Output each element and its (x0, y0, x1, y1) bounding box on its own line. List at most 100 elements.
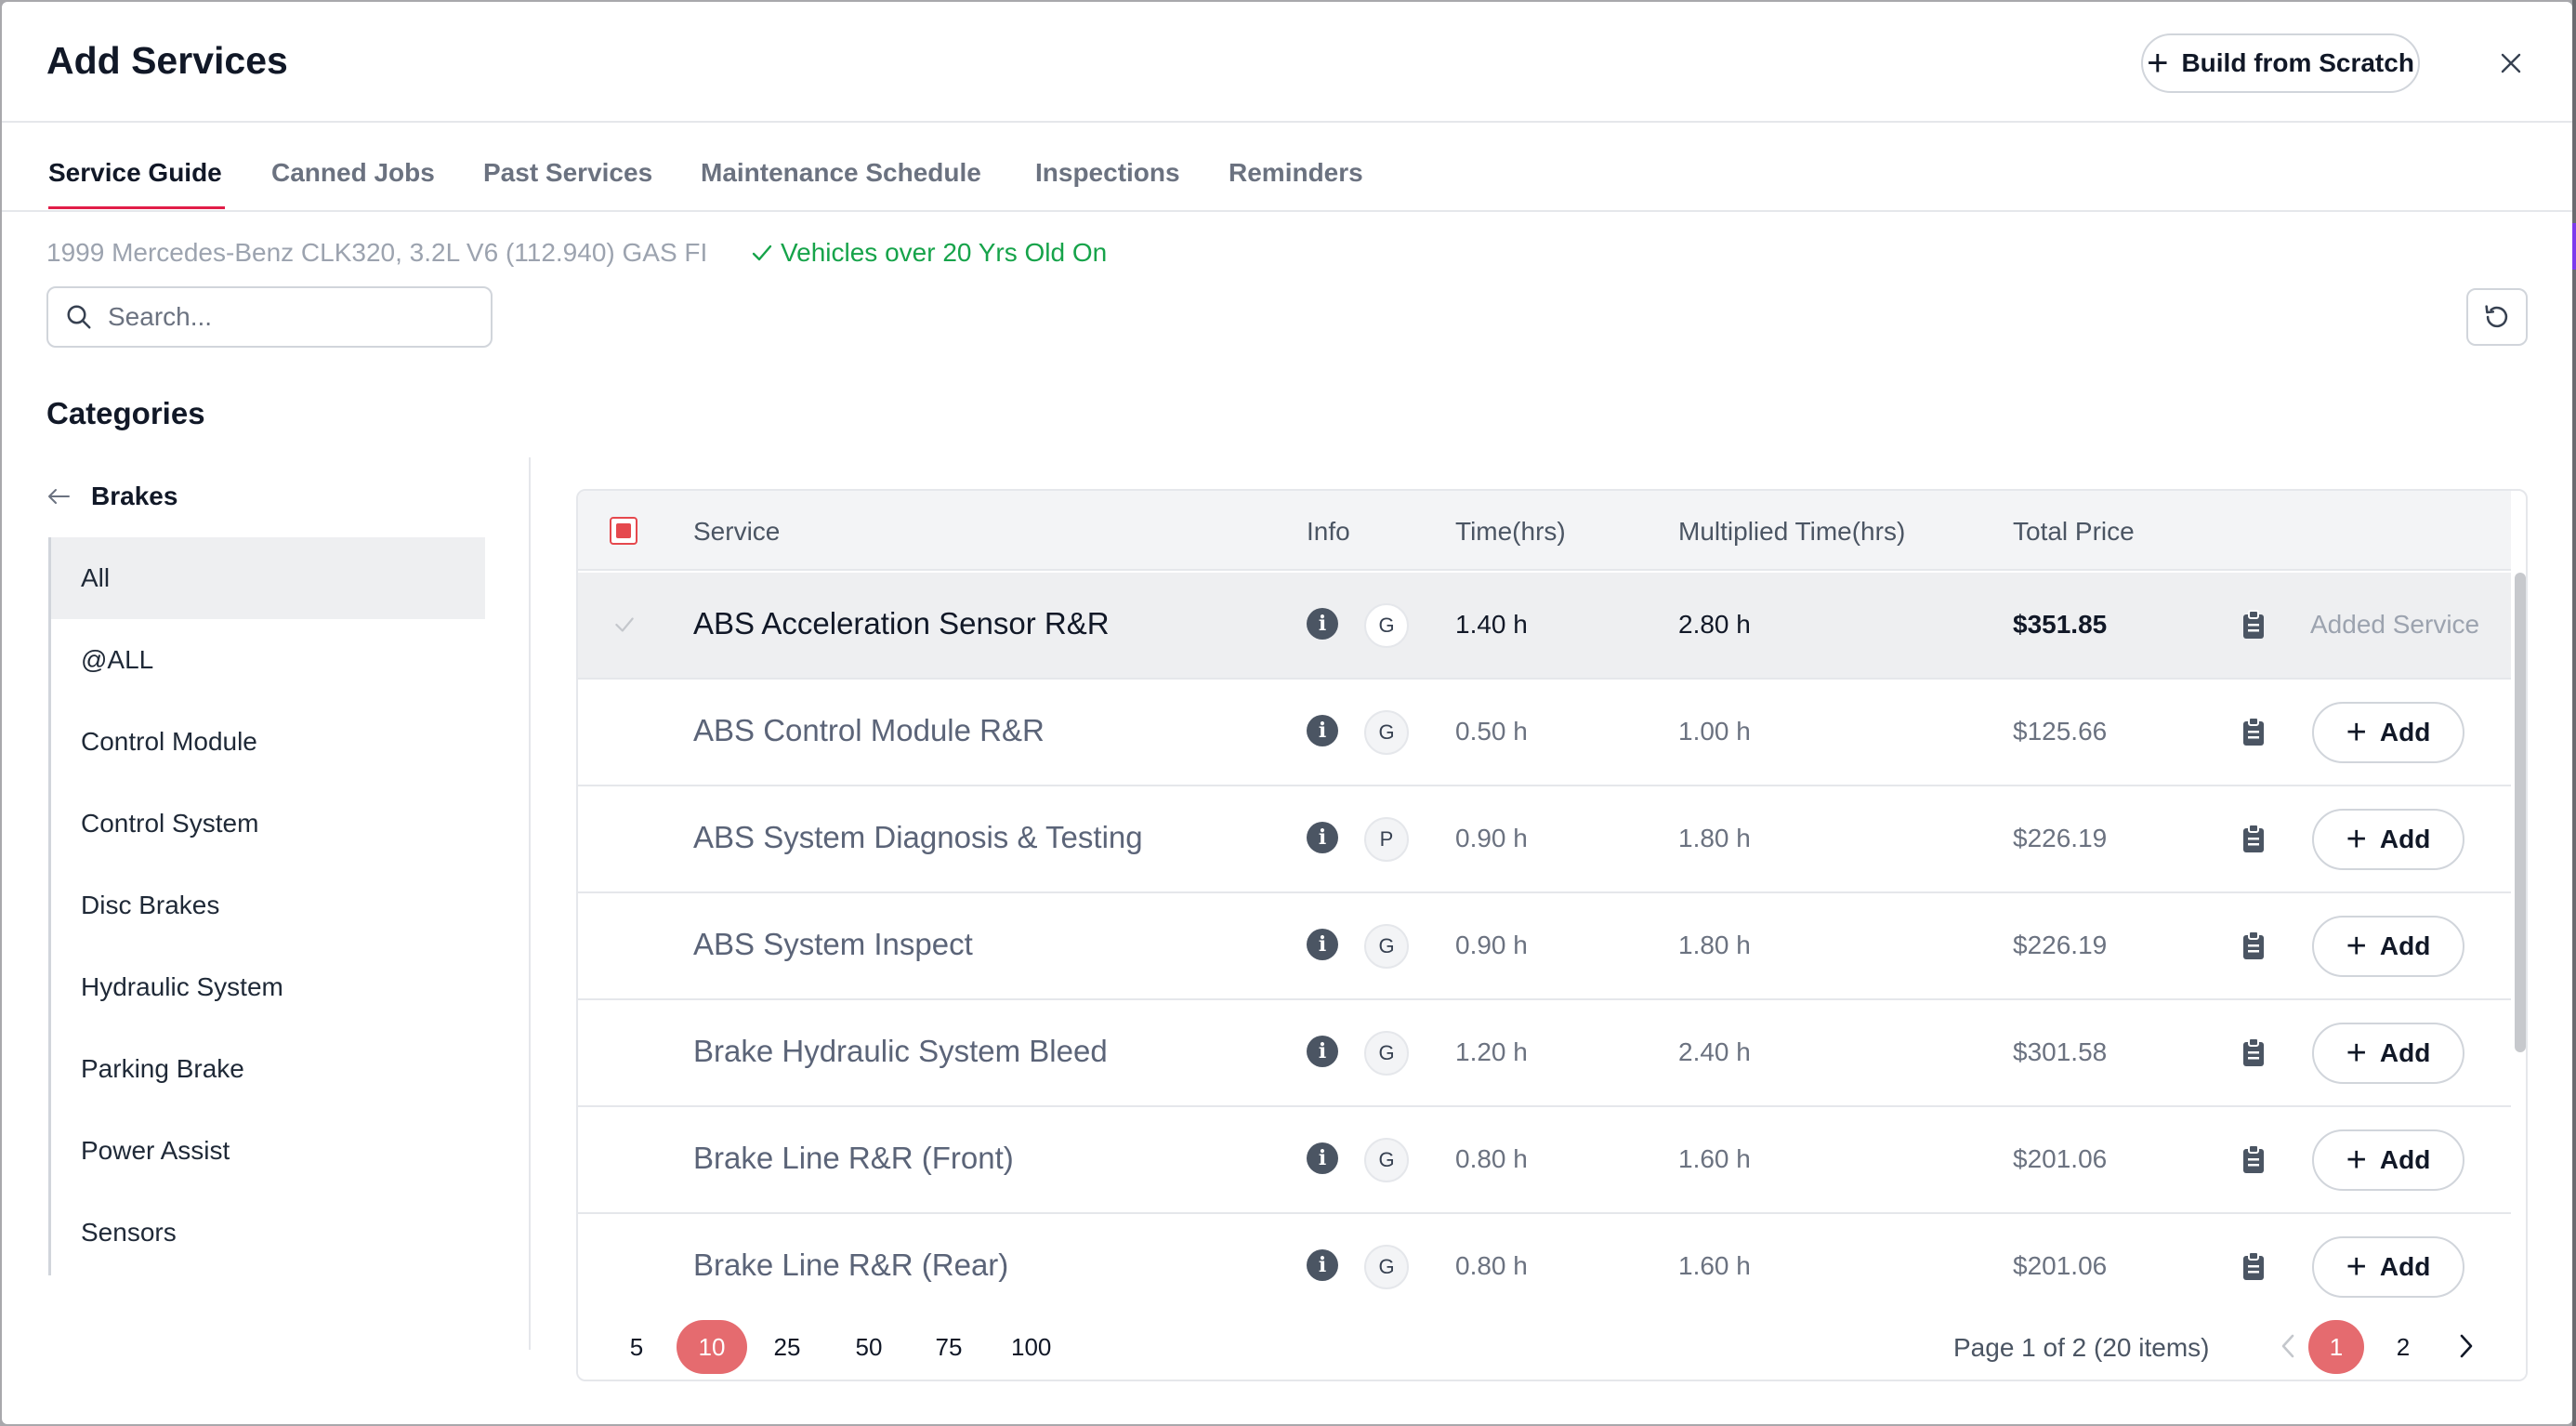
service-name: Brake Line R&R (Front) (693, 1141, 1014, 1175)
category-item-hydraulic-system[interactable]: Hydraulic System (81, 972, 283, 1001)
page-size-option[interactable]: 25 (773, 1332, 801, 1361)
service-price: $226.19 (2013, 931, 2108, 959)
reset-icon (2485, 305, 2508, 328)
build-from-scratch-button[interactable]: + Build from Scratch (2141, 33, 2420, 93)
plus-icon: + (2346, 820, 2367, 859)
service-type-badge: G (1364, 924, 1409, 969)
page-button-current[interactable]: 1 (2308, 1320, 2364, 1374)
add-label: Add (2379, 825, 2431, 853)
tab-canned-jobs[interactable]: Canned Jobs (271, 158, 435, 187)
category-item-control-module[interactable]: Control Module (81, 727, 257, 756)
reset-button[interactable] (2466, 288, 2528, 346)
category-item-control-system[interactable]: Control System (81, 809, 259, 838)
service-time: 1.20 h (1455, 1037, 1528, 1066)
service-time: 0.50 h (1455, 717, 1528, 746)
close-button[interactable] (2489, 41, 2533, 86)
service-time: 0.90 h (1455, 931, 1528, 959)
row-checkbox[interactable] (611, 612, 637, 638)
plus-icon: + (2346, 713, 2367, 752)
tab-bar: Service Guide Canned Jobs Past Services … (2, 125, 2572, 212)
service-price: $201.06 (2013, 1144, 2108, 1173)
check-icon (752, 244, 772, 261)
next-page-button[interactable] (2446, 1326, 2487, 1367)
clipboard-icon[interactable] (2241, 824, 2266, 853)
service-multiplied-time: 1.80 h (1678, 931, 1751, 959)
page-button[interactable]: 2 (2396, 1332, 2411, 1361)
prev-page-button[interactable] (2267, 1326, 2308, 1367)
add-label: Add (2379, 931, 2431, 960)
add-service-button[interactable]: + Add (2312, 1023, 2464, 1084)
clipboard-icon[interactable] (2241, 1144, 2266, 1174)
table-row: ABS System Inspect i G 0.90 h 1.80 h $22… (578, 893, 2511, 1000)
column-multiplied-time: Multiplied Time(hrs) (1678, 517, 1906, 546)
info-icon[interactable]: i (1307, 608, 1338, 640)
categories-heading: Categories (46, 396, 205, 430)
service-multiplied-time: 2.80 h (1678, 610, 1751, 639)
service-multiplied-time: 1.80 h (1678, 824, 1751, 852)
table-row: ABS Acceleration Sensor R&R i G 1.40 h 2… (578, 573, 2511, 680)
service-multiplied-time: 1.00 h (1678, 717, 1751, 746)
search-input[interactable] (108, 302, 480, 332)
tab-maintenance-schedule[interactable]: Maintenance Schedule (701, 158, 981, 187)
add-service-button[interactable]: + Add (2312, 702, 2464, 763)
clipboard-icon[interactable] (2241, 717, 2266, 746)
service-type-badge: G (1364, 1031, 1409, 1076)
tab-past-services[interactable]: Past Services (483, 158, 653, 187)
add-service-button[interactable]: + Add (2312, 1129, 2464, 1191)
info-icon[interactable]: i (1307, 1249, 1338, 1281)
info-icon[interactable]: i (1307, 929, 1338, 960)
category-back-button[interactable]: Brakes (46, 482, 177, 511)
table-row: Brake Hydraulic System Bleed i G 1.20 h … (578, 1000, 2511, 1107)
page-size-option[interactable]: 50 (855, 1332, 883, 1361)
category-item-disc-brakes[interactable]: Disc Brakes (81, 891, 220, 919)
search-box (46, 286, 493, 348)
info-icon[interactable]: i (1307, 822, 1338, 853)
table-scrollbar-thumb[interactable] (2515, 573, 2526, 1052)
vehicle-description: 1999 Mercedes-Benz CLK320, 3.2L V6 (112.… (46, 238, 708, 267)
add-service-button[interactable]: + Add (2312, 809, 2464, 870)
clipboard-icon[interactable] (2241, 1037, 2266, 1067)
clipboard-icon[interactable] (2241, 931, 2266, 960)
clipboard-icon[interactable] (2241, 610, 2266, 640)
build-from-scratch-label: Build from Scratch (2181, 48, 2414, 77)
category-item-at-all[interactable]: @ALL (81, 645, 154, 674)
arrow-left-icon (48, 489, 70, 504)
add-label: Add (2379, 718, 2431, 746)
search-icon (67, 305, 91, 329)
clipboard-icon[interactable] (2241, 1251, 2266, 1281)
select-all-checkbox[interactable] (610, 517, 637, 545)
category-item-parking-brake[interactable]: Parking Brake (81, 1054, 244, 1083)
tab-inspections[interactable]: Inspections (1035, 158, 1180, 187)
tab-service-guide[interactable]: Service Guide (48, 158, 222, 187)
service-type-badge: G (1364, 603, 1409, 648)
tab-reminders[interactable]: Reminders (1229, 158, 1363, 187)
service-name: ABS Acceleration Sensor R&R (693, 606, 1110, 640)
category-item-all[interactable]: All (51, 537, 485, 619)
service-time: 0.80 h (1455, 1144, 1528, 1173)
info-icon[interactable]: i (1307, 715, 1338, 746)
page-size-option[interactable]: 75 (935, 1332, 963, 1361)
table-row: ABS System Diagnosis & Testing i P 0.90 … (578, 786, 2511, 893)
info-icon[interactable]: i (1307, 1142, 1338, 1174)
current-category: Brakes (91, 482, 178, 510)
service-type-badge: G (1364, 710, 1409, 755)
table-row: ABS Control Module R&R i G 0.50 h 1.00 h… (578, 680, 2511, 786)
category-item-sensors[interactable]: Sensors (81, 1218, 177, 1247)
vehicle-age-note: Vehicles over 20 Yrs Old On (751, 238, 1107, 268)
category-item-power-assist[interactable]: Power Assist (81, 1136, 230, 1165)
service-multiplied-time: 1.60 h (1678, 1251, 1751, 1280)
page-size-option[interactable]: 100 (1011, 1332, 1052, 1361)
page-size-option[interactable]: 5 (629, 1332, 644, 1361)
chevron-left-icon (2281, 1334, 2294, 1358)
plus-icon: + (2346, 1141, 2367, 1180)
added-service-label: Added Service (2310, 610, 2480, 639)
service-multiplied-time: 1.60 h (1678, 1144, 1751, 1173)
page-size-option-selected[interactable]: 10 (677, 1320, 747, 1374)
service-time: 0.80 h (1455, 1251, 1528, 1280)
add-service-button[interactable]: + Add (2312, 1236, 2464, 1298)
info-icon[interactable]: i (1307, 1036, 1338, 1067)
add-service-button[interactable]: + Add (2312, 916, 2464, 977)
plus-icon: + (2147, 43, 2169, 84)
column-info: Info (1307, 517, 1350, 546)
chevron-right-icon (2460, 1334, 2473, 1358)
